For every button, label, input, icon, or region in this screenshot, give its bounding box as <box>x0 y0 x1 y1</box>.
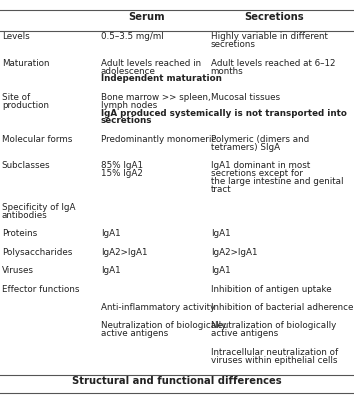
Text: Viruses: Viruses <box>2 266 34 275</box>
Text: Adult levels reached at 6–12: Adult levels reached at 6–12 <box>211 59 335 68</box>
Text: Levels: Levels <box>2 32 29 42</box>
Text: Polymeric (dimers and: Polymeric (dimers and <box>211 135 309 144</box>
Text: Anti-inflammatory activity: Anti-inflammatory activity <box>101 303 215 312</box>
Text: lymph nodes: lymph nodes <box>101 101 157 110</box>
Text: IgA1: IgA1 <box>101 230 120 238</box>
Text: Independent maturation: Independent maturation <box>101 74 222 84</box>
Text: Adult levels reached in: Adult levels reached in <box>101 59 201 68</box>
Text: Intracellular neutralization of: Intracellular neutralization of <box>211 348 338 357</box>
Text: production: production <box>2 101 49 110</box>
Text: Site of: Site of <box>2 93 30 102</box>
Text: Highly variable in different: Highly variable in different <box>211 32 327 42</box>
Text: tract: tract <box>211 185 231 194</box>
Text: Inhibition of bacterial adherence: Inhibition of bacterial adherence <box>211 303 353 312</box>
Text: IgA1: IgA1 <box>211 230 230 238</box>
Text: Serum: Serum <box>129 12 165 22</box>
Text: Neutralization of biologically: Neutralization of biologically <box>101 322 226 330</box>
Text: Bone marrow >> spleen,: Bone marrow >> spleen, <box>101 93 211 102</box>
Text: Proteins: Proteins <box>2 230 37 238</box>
Text: Maturation: Maturation <box>2 59 49 68</box>
Text: tetramers) SIgA: tetramers) SIgA <box>211 143 280 152</box>
Text: Inhibition of antigen uptake: Inhibition of antigen uptake <box>211 285 331 294</box>
Text: Effector functions: Effector functions <box>2 285 79 294</box>
Text: Neutralization of biologically: Neutralization of biologically <box>211 322 336 330</box>
Text: Subclasses: Subclasses <box>2 161 50 170</box>
Text: 15% IgA2: 15% IgA2 <box>101 169 143 178</box>
Text: months: months <box>211 66 244 76</box>
Text: Specificity of IgA: Specificity of IgA <box>2 203 75 212</box>
Text: Predominantly monomeric: Predominantly monomeric <box>101 135 216 144</box>
Text: 85% IgA1: 85% IgA1 <box>101 161 143 170</box>
Text: Mucosal tissues: Mucosal tissues <box>211 93 280 102</box>
Text: IgA1: IgA1 <box>101 266 120 275</box>
Text: viruses within epithelial cells: viruses within epithelial cells <box>211 356 337 364</box>
Text: IgA2>IgA1: IgA2>IgA1 <box>211 248 257 257</box>
Text: active antigens: active antigens <box>101 329 168 338</box>
Text: adolescence: adolescence <box>101 66 156 76</box>
Text: active antigens: active antigens <box>211 329 278 338</box>
Text: 0.5–3.5 mg/ml: 0.5–3.5 mg/ml <box>101 32 164 42</box>
Text: IgA produced systemically is not transported into: IgA produced systemically is not transpo… <box>101 108 347 118</box>
Text: antibodies: antibodies <box>2 211 47 220</box>
Text: IgA1: IgA1 <box>211 266 230 275</box>
Text: IgA1 dominant in most: IgA1 dominant in most <box>211 161 310 170</box>
Text: Secretions: Secretions <box>245 12 304 22</box>
Text: secretions except for: secretions except for <box>211 169 303 178</box>
Text: secretions: secretions <box>211 40 256 49</box>
Text: Molecular forms: Molecular forms <box>2 135 72 144</box>
Text: secretions: secretions <box>101 116 152 126</box>
Text: Polysaccharides: Polysaccharides <box>2 248 72 257</box>
Text: the large intestine and genital: the large intestine and genital <box>211 177 343 186</box>
Text: IgA2>IgA1: IgA2>IgA1 <box>101 248 147 257</box>
Text: Structural and functional differences: Structural and functional differences <box>72 376 282 386</box>
